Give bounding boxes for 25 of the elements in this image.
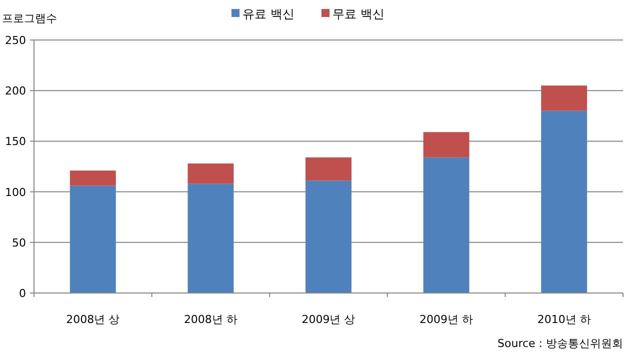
bar	[306, 180, 352, 293]
y-tick-label: 250	[5, 34, 26, 47]
bar	[541, 110, 588, 293]
bar	[188, 163, 234, 184]
bar	[306, 157, 352, 181]
bar	[541, 86, 588, 111]
bar	[188, 184, 234, 293]
bar	[70, 170, 116, 186]
legend-label: 유료 백신	[242, 7, 294, 21]
x-tick-label: 2010년 하	[537, 313, 591, 326]
y-tick-label: 100	[5, 186, 26, 199]
y-axis-title: 프로그램수	[2, 12, 57, 25]
legend-label: 무료 백신	[332, 7, 384, 21]
x-tick-label: 2009년 상	[302, 313, 356, 326]
source-note: Source : 방송통신위원회	[498, 337, 623, 350]
y-tick-label: 150	[5, 135, 26, 148]
y-tick-label: 50	[12, 236, 26, 250]
x-tick-label: 2008년 상	[66, 313, 120, 326]
x-tick-label: 2009년 하	[420, 313, 474, 326]
x-tick-label: 2008년 하	[184, 313, 238, 326]
y-tick-label: 0	[19, 287, 26, 300]
bar	[423, 157, 470, 293]
bar	[423, 132, 470, 158]
y-tick-label: 200	[5, 84, 26, 98]
bar	[70, 186, 116, 293]
